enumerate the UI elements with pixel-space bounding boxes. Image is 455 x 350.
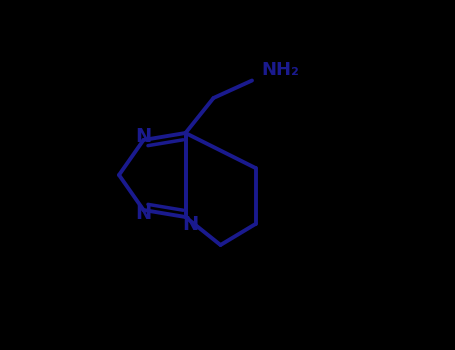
Text: N: N bbox=[136, 127, 152, 146]
Text: NH₂: NH₂ bbox=[261, 61, 299, 79]
Text: N: N bbox=[136, 204, 152, 223]
Text: N: N bbox=[182, 215, 199, 233]
